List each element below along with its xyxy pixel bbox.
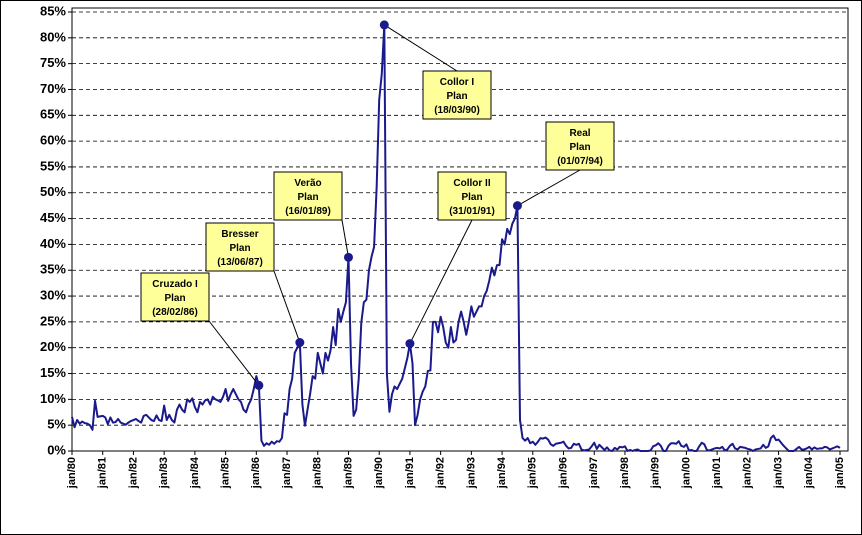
x-tick-label: jan/81 (97, 457, 109, 489)
annotation-marker (405, 339, 415, 349)
annotation-marker (254, 380, 264, 390)
y-tick-label: 35% (40, 262, 66, 277)
annotation-text: Plan (229, 243, 250, 254)
x-tick-label: jan/89 (342, 457, 354, 489)
annotation-box (437, 171, 507, 221)
annotation-marker (379, 20, 389, 30)
y-tick-label: 30% (40, 287, 66, 302)
annotation-marker (295, 338, 305, 348)
annotation-text: (31/01/91) (449, 206, 495, 217)
x-tick-label: jan/99 (650, 457, 662, 489)
annotation-box (140, 272, 210, 322)
x-tick-label: jan/04 (803, 456, 815, 489)
annotation-text: Plan (297, 192, 318, 203)
annotation-leader (273, 270, 301, 343)
x-tick-label: jan/82 (127, 457, 139, 489)
y-tick-label: 85% (40, 3, 66, 18)
x-tick-label: jan/98 (619, 457, 631, 489)
annotation-box (205, 222, 275, 272)
x-tick-label: jan/90 (373, 457, 385, 489)
x-tick-label: jan/85 (220, 457, 232, 489)
x-tick-label: jan/83 (158, 457, 170, 489)
annotation-text: Bresser (221, 229, 258, 240)
annotation-text: Collor II (453, 178, 490, 189)
annotation: Cruzado I Plan (28/02/86) (140, 272, 264, 390)
y-tick-label: 45% (40, 210, 66, 225)
annotation-text: Plan (569, 142, 590, 153)
series-line (71, 23, 841, 452)
annotation: Real Plan (01/07/94) (512, 121, 615, 211)
annotation-leader (517, 169, 581, 207)
annotation: Collor II Plan (31/01/91) (405, 171, 507, 349)
annotation-leader (208, 320, 260, 386)
annotation-text: (28/02/86) (152, 307, 198, 318)
annotation-leader (384, 24, 458, 72)
y-tick-label: 70% (40, 81, 66, 96)
annotation-text: Cruzado I (152, 279, 198, 290)
x-tick-label: jan/03 (772, 457, 784, 489)
y-tick-label: 80% (40, 29, 66, 44)
annotation-text: Plan (164, 293, 185, 304)
annotation-text: (16/01/89) (285, 206, 331, 217)
y-tick-label: 75% (40, 55, 66, 70)
y-tick-label: 15% (40, 365, 66, 380)
annotation-text: (01/07/94) (557, 156, 603, 167)
annotation-box (545, 121, 615, 171)
x-tick-label: jan/00 (680, 457, 692, 489)
x-tick-label: jan/05 (834, 457, 846, 489)
y-tick-label: 25% (40, 313, 66, 328)
x-tick-label: jan/84 (189, 456, 201, 489)
annotation-text: (18/03/90) (434, 105, 480, 116)
x-tick-label: jan/97 (588, 457, 600, 489)
annotation-box (273, 171, 343, 221)
annotation-marker (343, 252, 353, 262)
annotation-text: Real (569, 128, 590, 139)
x-tick-label: jan/96 (557, 457, 569, 489)
y-tick-label: 65% (40, 107, 66, 122)
annotation: Bresser Plan (13/06/87) (205, 222, 305, 348)
annotation: Collor I Plan (18/03/90) (379, 20, 492, 120)
x-tick-label: jan/01 (711, 457, 723, 489)
annotation-leader (409, 219, 473, 344)
annotation-text: Verão (294, 178, 321, 189)
y-tick-label: 0% (47, 442, 66, 457)
x-tick-label: jan/02 (742, 457, 754, 489)
x-tick-label: jan/86 (250, 457, 262, 489)
x-tick-label: jan/88 (312, 457, 324, 489)
x-tick-label: jan/92 (435, 457, 447, 489)
y-tick-label: 55% (40, 158, 66, 173)
x-tick-label: jan/94 (496, 456, 508, 489)
annotation: Verão Plan (16/01/89) (273, 171, 353, 262)
y-tick-label: 20% (40, 339, 66, 354)
y-tick-label: 40% (40, 236, 66, 251)
annotation-box (422, 70, 492, 120)
annotation-leader (341, 219, 349, 258)
x-tick-label: jan/87 (281, 457, 293, 489)
x-tick-label: jan/93 (465, 457, 477, 489)
y-tick-label: 50% (40, 184, 66, 199)
annotation-text: Collor I (440, 77, 475, 88)
annotation-text: Plan (446, 91, 467, 102)
x-tick-label: jan/95 (527, 457, 539, 489)
y-tick-label: 60% (40, 133, 66, 148)
annotation-text: Plan (461, 192, 482, 203)
y-tick-label: 5% (47, 417, 66, 432)
annotation-marker (512, 201, 522, 211)
annotation-text: (13/06/87) (217, 257, 263, 268)
x-tick-label: jan/91 (404, 457, 416, 489)
x-tick-label: jan/80 (66, 457, 78, 489)
y-tick-label: 10% (40, 391, 66, 406)
